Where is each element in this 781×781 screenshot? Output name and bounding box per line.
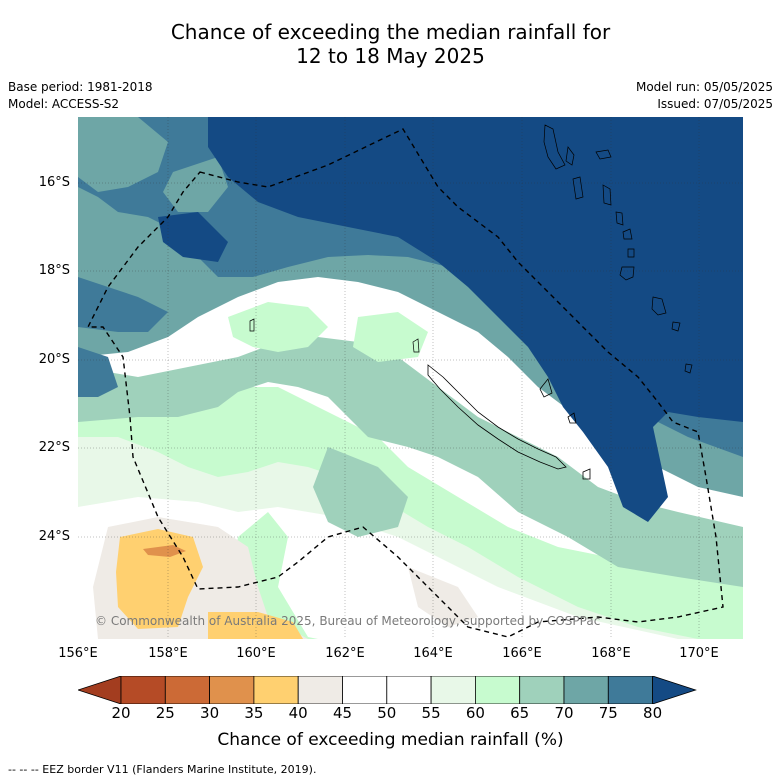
issued-text: Issued: 07/05/2025 (657, 97, 773, 111)
lat-tick-18s: 18°S (38, 263, 70, 278)
model-text: Model: ACCESS-S2 (8, 97, 120, 111)
colorbar-tick-label: 65 (510, 704, 530, 722)
colorbar-segment (474, 676, 521, 704)
colorbar-tick-label: 55 (421, 704, 441, 722)
colorbar-segment (430, 676, 476, 704)
lat-tick-22s: 22°S (38, 440, 70, 455)
colorbar-segment (209, 676, 255, 704)
new-caledonia-island (427, 364, 567, 470)
colorbar-tick-label: 30 (200, 704, 220, 722)
lon-tick-168e: 168°E (591, 646, 631, 661)
lon-tick-164e: 164°E (413, 646, 453, 661)
colorbar-segment (342, 676, 388, 704)
contour-60-65 (78, 387, 743, 639)
colorbar-segment (519, 676, 565, 704)
colorbar-tick-label: 35 (244, 704, 264, 722)
map-svg (78, 117, 743, 639)
lon-tick-156e: 156°E (58, 646, 98, 661)
lat-tick-20s: 20°S (38, 352, 70, 367)
colorbar-segment (253, 676, 299, 704)
contour-65-70-b (313, 447, 408, 537)
colorbar-segment (120, 676, 166, 704)
small-island-a (249, 318, 420, 353)
contour-30-35 (143, 545, 186, 557)
model-run-text: Model run: 05/05/2025 (635, 80, 773, 94)
colorbar-segment (386, 676, 432, 704)
rainfall-map: © Commonwealth of Australia 2025, Bureau… (78, 117, 743, 639)
contour-35-40-b (208, 612, 303, 639)
colorbar-tick-label: 40 (288, 704, 308, 722)
colorbar-tick-label: 75 (598, 704, 618, 722)
lat-tick-16s: 16°S (38, 175, 70, 190)
contour-green-pocket (228, 302, 328, 352)
colorbar-segment (164, 676, 211, 704)
colorbar-tick-label: 80 (643, 704, 663, 722)
lon-tick-158e: 158°E (148, 646, 188, 661)
contour-green-pocket-2 (353, 312, 428, 362)
vanuatu-islands (543, 124, 693, 374)
contour-70-75-pocket (78, 117, 168, 192)
colorbar-title: Chance of exceeding median rainfall (%) (217, 730, 564, 750)
title-line-1: Chance of exceeding the median rainfall … (170, 20, 611, 44)
eez-legend-text: -- -- -- EEZ border V11 (Flanders Marine… (8, 763, 317, 776)
contour-75-80-b (78, 277, 168, 332)
colorbar-extend-high (652, 676, 697, 704)
meta-right: Model run: 05/05/2025 Issued: 07/05/2025 (636, 79, 773, 113)
loyalty-islands (539, 378, 591, 480)
colorbar-segment (297, 676, 343, 704)
contour-75-80-c (78, 347, 118, 397)
colorbar-segment (563, 676, 609, 704)
lon-tick-170e: 170°E (679, 646, 719, 661)
colorbar-tick-label: 70 (554, 704, 574, 722)
colorbar-tick-label: 60 (465, 704, 485, 722)
base-period-text: Base period: 1981-2018 (8, 80, 153, 94)
contour-70-75-pocket-2 (163, 157, 228, 212)
colorbar-tick-label: 25 (155, 704, 175, 722)
colorbar-tick-label: 50 (377, 704, 397, 722)
gridlines (78, 117, 743, 639)
colorbar-tick-label: 45 (332, 704, 353, 722)
colorbar-tick-label: 20 (111, 704, 131, 722)
contour-80-plus-b (158, 212, 228, 262)
eez-border (86, 128, 724, 638)
lon-tick-162e: 162°E (325, 646, 365, 661)
chart-title: Chance of exceeding the median rainfall … (0, 20, 781, 68)
meta-left: Base period: 1981-2018 Model: ACCESS-S2 (8, 79, 153, 113)
lon-tick-160e: 160°E (236, 646, 276, 661)
colorbar-segment (607, 676, 653, 704)
lat-tick-24s: 24°S (38, 529, 70, 544)
copyright-text: © Commonwealth of Australia 2025, Bureau… (95, 614, 601, 628)
contour-65-70 (78, 337, 743, 587)
contour-80-plus (208, 117, 743, 522)
colorbar-extend-low (78, 676, 122, 704)
contour-45-50-c (408, 567, 478, 627)
colorbar (78, 676, 697, 704)
title-line-2: 12 to 18 May 2025 (296, 44, 485, 68)
lon-tick-166e: 166°E (502, 646, 542, 661)
